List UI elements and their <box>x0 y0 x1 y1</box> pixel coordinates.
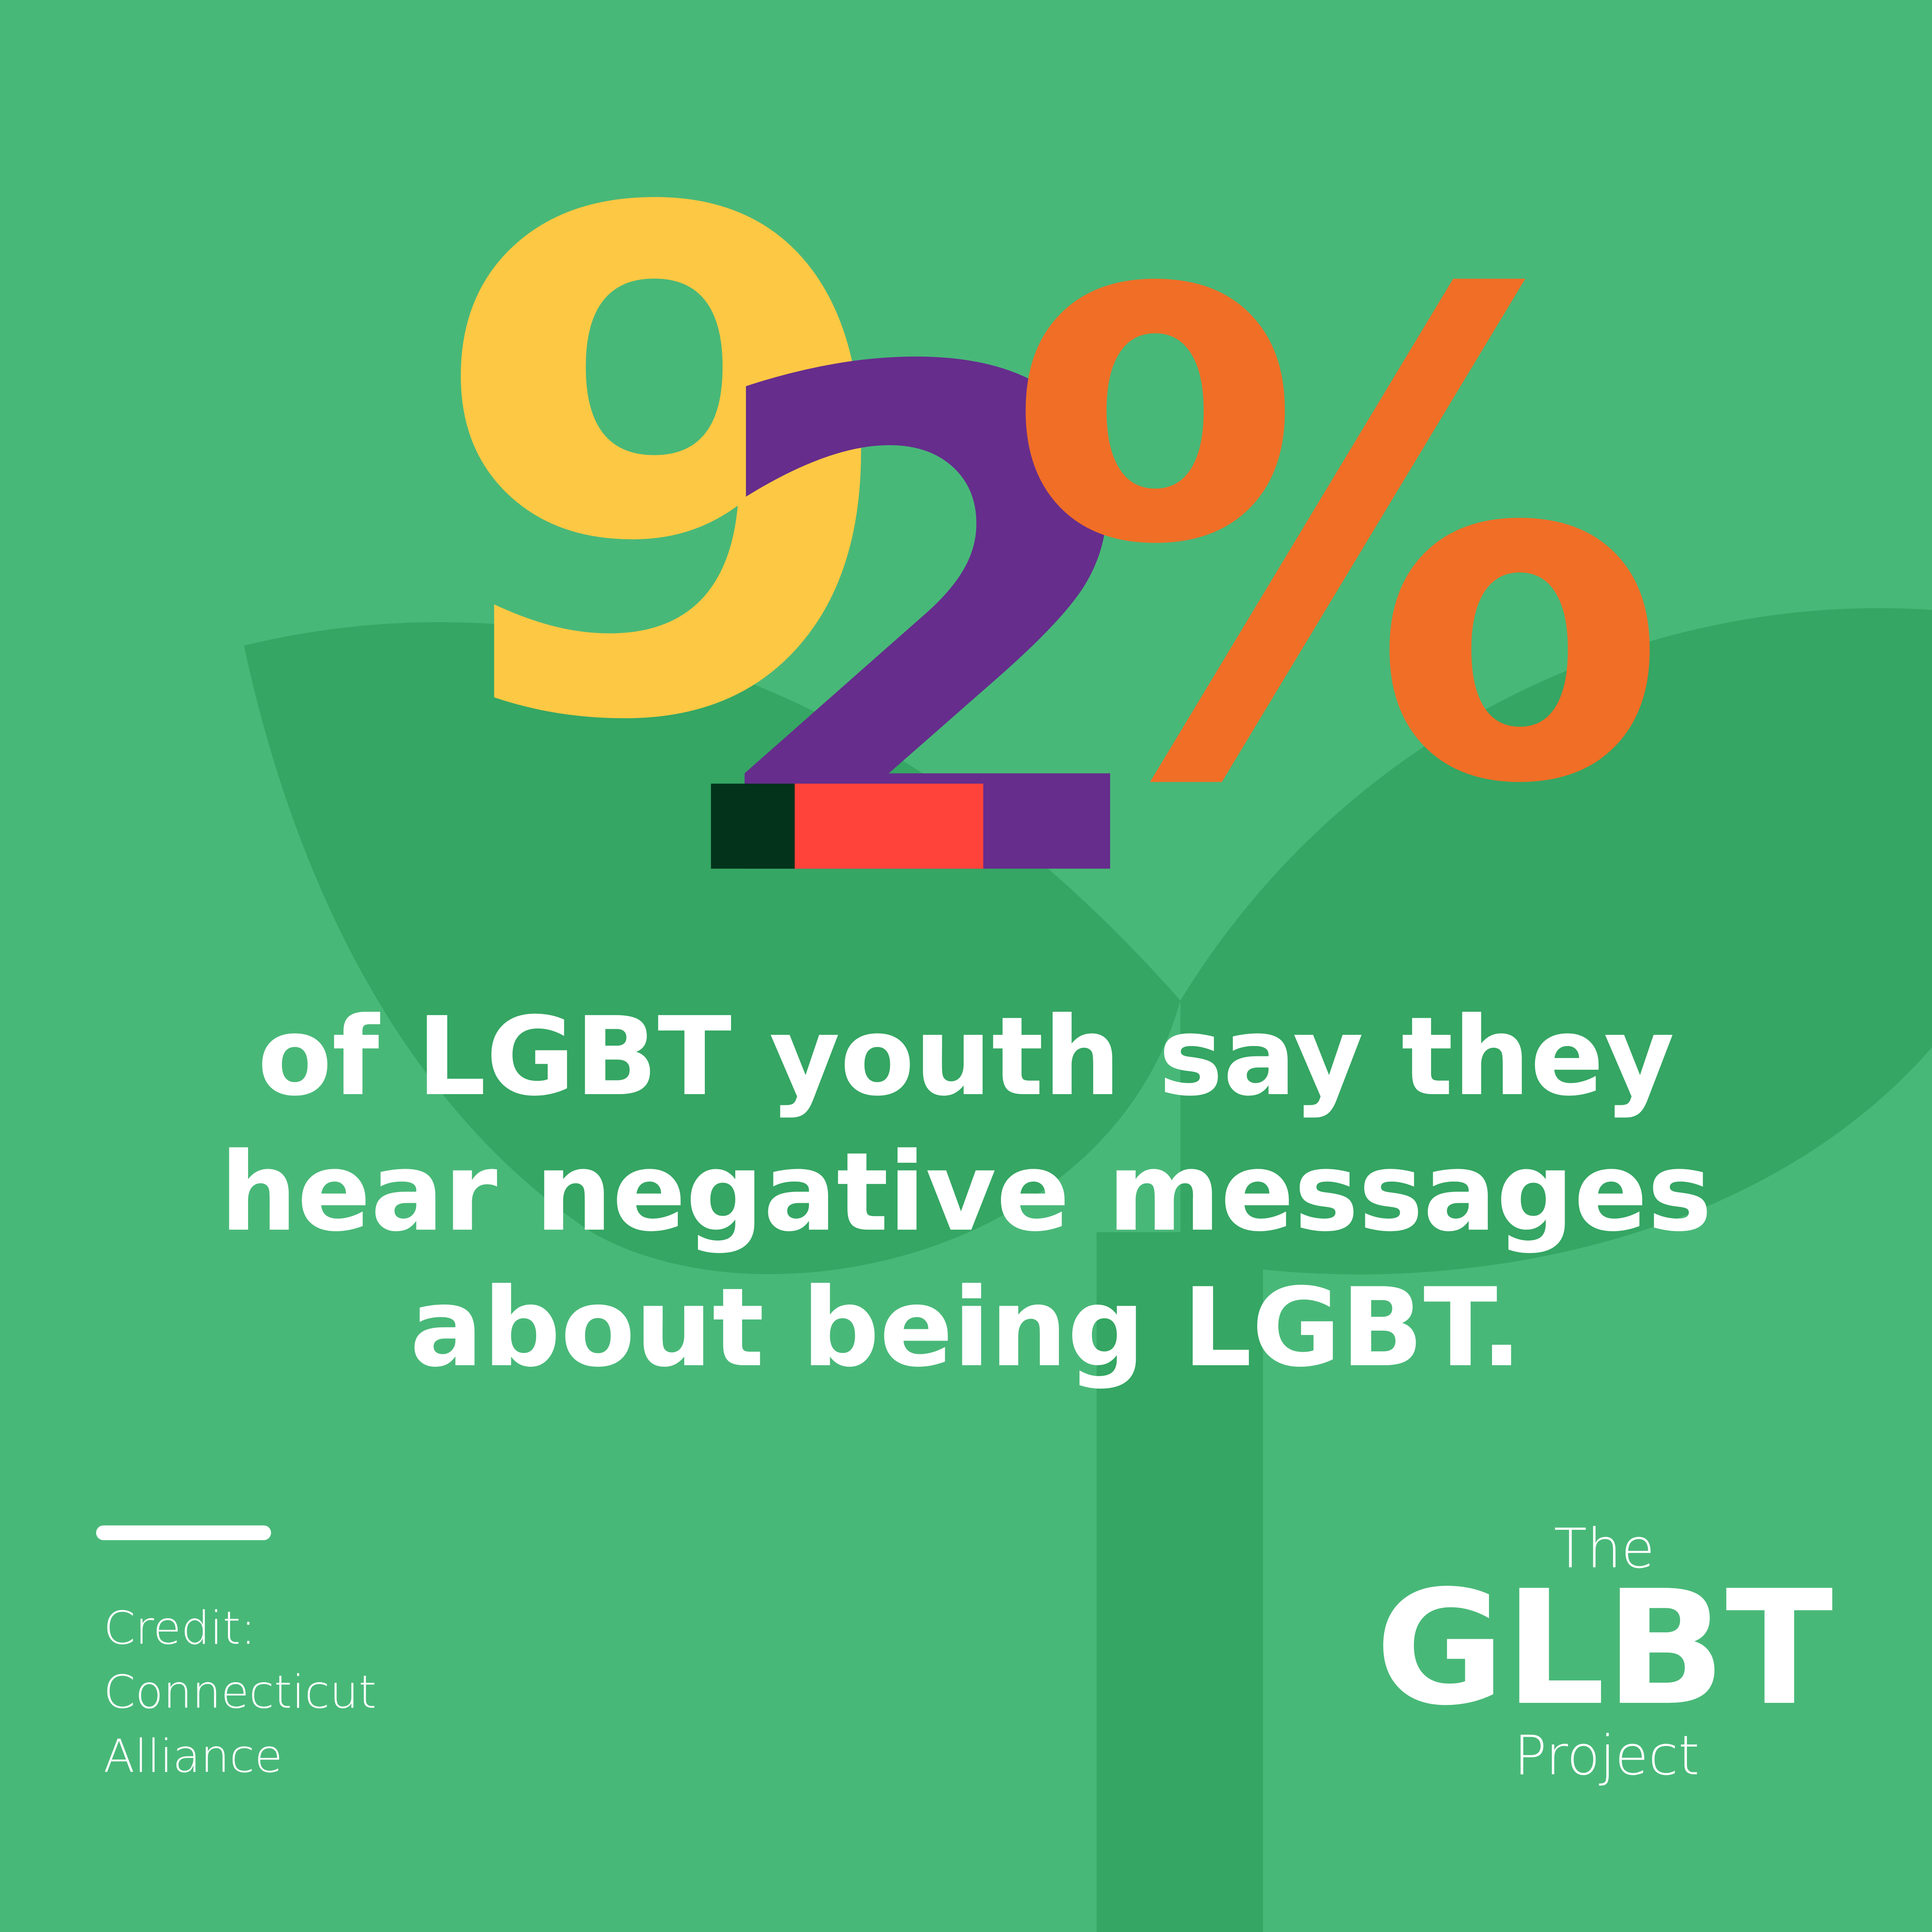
stat-digit: 2 <box>690 229 1171 1032</box>
stat-symbol: % <box>1004 155 1671 930</box>
credit-line: Connecticut <box>103 1666 376 1719</box>
message-line: hear negative messages <box>220 1129 1712 1256</box>
right-leaf <box>1180 608 1932 1274</box>
credit-line: Alliance <box>103 1730 282 1783</box>
stat-digit: 9 <box>425 69 905 872</box>
logo-top: The <box>1554 1517 1655 1580</box>
logo-bottom: Project <box>1514 1724 1699 1787</box>
logo-name: GLBT <box>1375 1556 1834 1740</box>
left-leaf <box>244 622 1180 1274</box>
digit-accent <box>711 783 795 869</box>
stem <box>1096 1232 1263 1932</box>
message-line: about being LGBT. <box>410 1265 1522 1391</box>
credit-line: Credit: <box>103 1601 256 1655</box>
digit-accent <box>795 783 983 869</box>
message-line: of LGBT youth say they <box>258 994 1674 1120</box>
